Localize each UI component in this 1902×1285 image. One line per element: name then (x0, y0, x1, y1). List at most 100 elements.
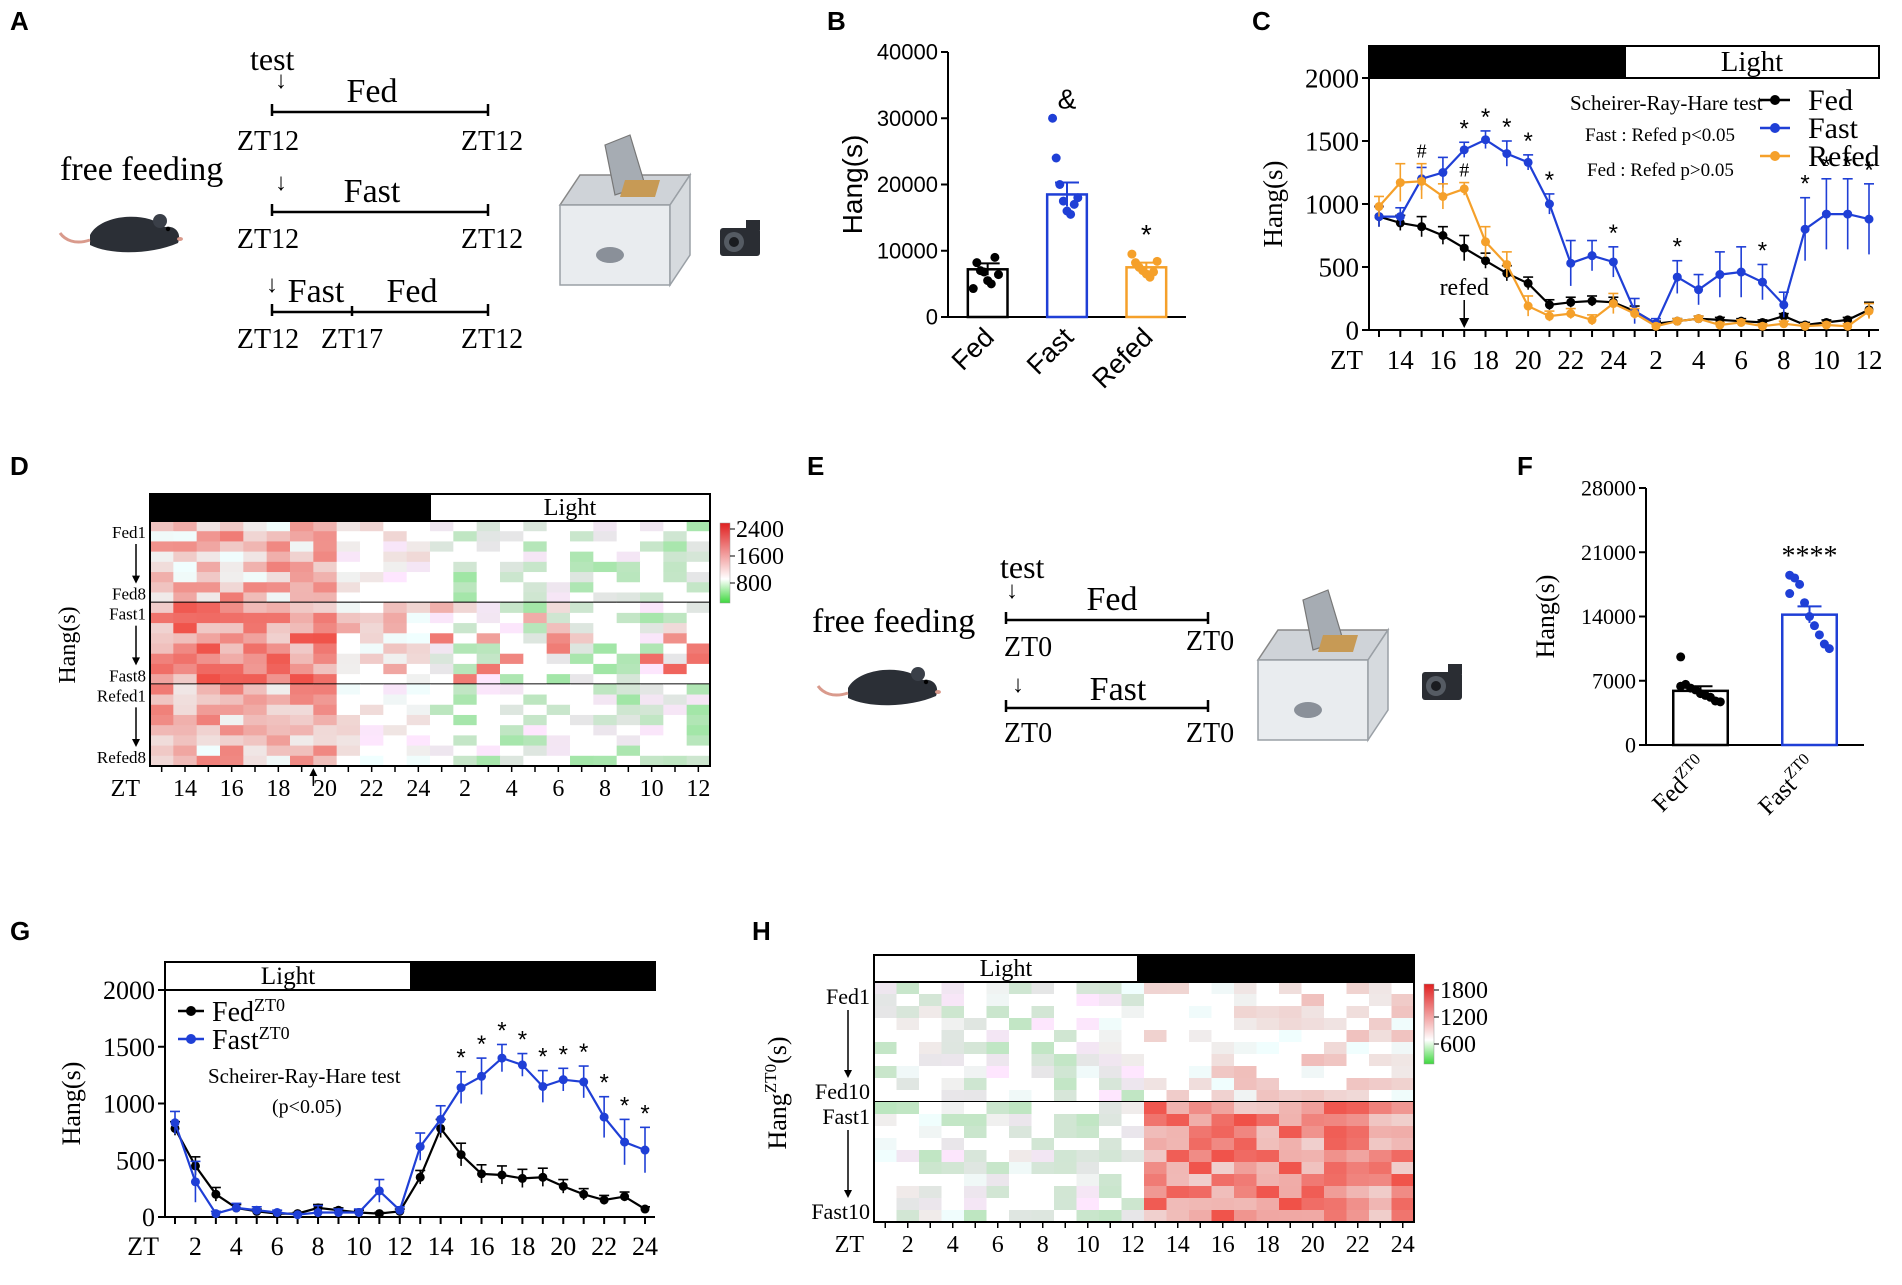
heatmap-cell (430, 623, 454, 634)
heatmap-cell (919, 1030, 942, 1043)
data-point (477, 1071, 487, 1081)
heatmap-cell (1234, 994, 1257, 1007)
heatmap-cell (360, 755, 384, 767)
heatmap-cell (500, 531, 524, 542)
y-tick-label: 1000 (103, 1090, 155, 1119)
heatmap-cell (1391, 1126, 1415, 1139)
heatmap-cell (1324, 1126, 1347, 1139)
heatmap-cell (430, 714, 454, 726)
heatmap-cell (874, 1078, 897, 1091)
data-point (395, 1205, 405, 1215)
heatmap-cell (874, 1210, 897, 1223)
heatmap-cell (406, 633, 431, 644)
heatmap-cell (453, 704, 478, 716)
heatmap-cell (919, 1174, 942, 1187)
heatmap-cell (1189, 1162, 1212, 1175)
heatmap-cell (406, 623, 431, 634)
x-tick-label: 10 (1076, 1232, 1100, 1258)
heatmap-cell (1099, 1174, 1122, 1187)
heatmap-cell (941, 1186, 965, 1199)
free-feeding-label: free feeding (60, 151, 223, 188)
heatmap-cell (1234, 1042, 1257, 1055)
heatmap-cell (1121, 1174, 1145, 1187)
heatmap-cell (1301, 1150, 1325, 1163)
heatmap-cell (500, 674, 524, 685)
heatmap-cell (1099, 1186, 1122, 1199)
heatmap-cell (523, 694, 548, 706)
data-point (1544, 311, 1554, 321)
heatmap-cell (1301, 1198, 1325, 1211)
heatmap-cell (500, 592, 524, 604)
significance-star: * (1481, 104, 1490, 131)
heatmap-cell (173, 745, 198, 757)
heatmap-cell (663, 714, 688, 726)
heatmap-cell (1009, 1138, 1032, 1151)
heatmap-cell (1144, 994, 1167, 1007)
refed-label: refed (1440, 275, 1489, 301)
heatmap-cell (1076, 1126, 1100, 1139)
heatmap-cell (874, 1018, 897, 1031)
heatmap-cell (150, 643, 174, 655)
heatmap-cell (360, 674, 384, 685)
data-point (1481, 135, 1491, 145)
heatmap-cell (383, 541, 408, 553)
heatmap-cell (1009, 1042, 1032, 1055)
data-point (1587, 315, 1597, 325)
heatmap-cell (1279, 1090, 1302, 1103)
heatmap-cell (523, 674, 548, 685)
heatmap-cell (1279, 1042, 1302, 1055)
data-point (1608, 299, 1618, 309)
heatmap-cell (1211, 1042, 1235, 1055)
heatmap-cell (1099, 1162, 1122, 1175)
heatmap-cell (874, 1090, 897, 1103)
heatmap-cell (616, 694, 641, 706)
heatmap-cell (1076, 1078, 1100, 1091)
heatmap-cell (1144, 1114, 1167, 1127)
heatmap-cell (1099, 1138, 1122, 1151)
heatmap-cell (570, 521, 594, 532)
data-point (1785, 589, 1795, 599)
panel-f-bar-chart: 0 7000 14000 21000 28000 FedZT0 **** FastZT0 Han… (1531, 476, 1864, 821)
heatmap-cell (1346, 1066, 1370, 1079)
legend-marker (186, 1034, 196, 1044)
heatmap-cell (546, 653, 571, 665)
heatmap-cell (1324, 1138, 1347, 1151)
heatmap-cell (1369, 1090, 1392, 1103)
tick-zt12-end: ZT12 (461, 224, 523, 255)
heatmap-cell (266, 602, 291, 614)
heatmap-cell (964, 1066, 987, 1079)
heatmap-cell (1009, 1054, 1032, 1067)
data-point (1395, 212, 1405, 222)
heatmap-cell (1099, 1090, 1122, 1103)
significance-star: * (1502, 114, 1511, 141)
heatmap-cell (150, 561, 174, 573)
tick-zt0-start: ZT0 (1004, 632, 1052, 663)
heatmap-cell (1301, 1030, 1325, 1043)
heatmap-cell (1346, 1186, 1370, 1199)
data-point (1694, 314, 1704, 324)
heatmap-cell (500, 735, 524, 746)
heatmap-cell (196, 745, 221, 757)
heatmap-cell (593, 633, 618, 644)
heatmap-cell (313, 643, 338, 655)
heatmap-cell (406, 582, 431, 593)
heatmap-cell (964, 1138, 987, 1151)
heatmap-cell (1324, 1078, 1347, 1091)
heatmap-cell (640, 592, 664, 604)
heatmap-cell (243, 582, 268, 593)
heatmap-cell (941, 1042, 965, 1055)
heatmap-cell (1166, 1174, 1190, 1187)
heatmap-cell (640, 561, 664, 573)
heatmap-cell (640, 623, 664, 634)
heatmap-cell (1076, 982, 1100, 995)
heatmap-cell (1189, 1198, 1212, 1211)
heatmap-cell (874, 982, 897, 995)
heatmap-cell (290, 572, 314, 583)
heatmap-cell (523, 561, 548, 573)
heatmap-cell (196, 531, 221, 542)
heatmap-cell (290, 541, 314, 553)
heatmap-cell (1166, 1054, 1190, 1067)
heatmap-cell (616, 714, 641, 726)
data-point (640, 1145, 650, 1155)
